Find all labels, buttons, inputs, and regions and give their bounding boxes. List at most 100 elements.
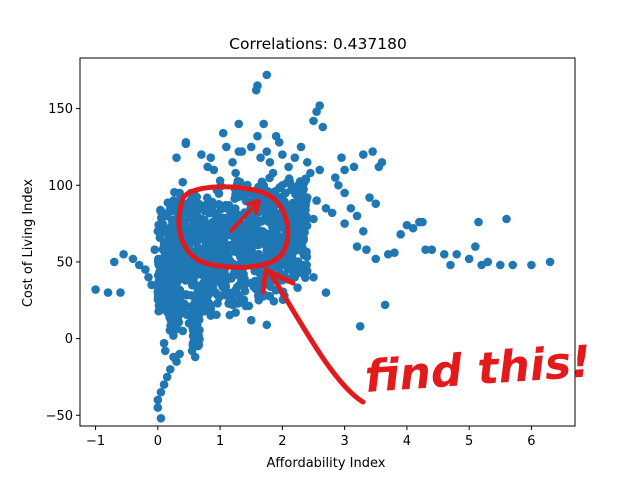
data-point <box>340 165 349 175</box>
data-point <box>228 157 237 167</box>
data-point <box>172 323 181 333</box>
data-point <box>337 153 346 162</box>
data-point <box>262 147 272 156</box>
data-point <box>278 180 287 190</box>
data-point <box>268 219 278 228</box>
data-point <box>153 288 163 297</box>
data-point <box>141 265 150 274</box>
data-point <box>240 286 250 296</box>
data-point <box>234 271 244 281</box>
data-point <box>215 176 225 185</box>
x-tick-label: 3 <box>340 434 348 449</box>
data-point <box>206 153 216 162</box>
data-point <box>205 241 214 251</box>
x-tick-label: 4 <box>403 434 411 449</box>
x-tick-label: −1 <box>86 434 105 449</box>
data-point <box>197 150 206 159</box>
data-point <box>165 311 175 320</box>
data-point <box>362 245 371 254</box>
data-point <box>380 300 390 310</box>
data-point <box>209 165 219 175</box>
data-point <box>269 296 279 306</box>
data-point <box>197 249 206 259</box>
data-point <box>153 403 163 412</box>
data-point <box>134 260 144 270</box>
data-point <box>156 219 166 228</box>
arrow-to-center <box>229 199 261 233</box>
data-point <box>239 295 249 305</box>
data-point <box>294 228 303 238</box>
data-point <box>212 221 221 231</box>
data-point <box>190 318 200 328</box>
data-point <box>228 288 237 297</box>
data-point <box>334 180 343 190</box>
data-point <box>246 142 256 152</box>
data-point <box>396 230 405 239</box>
data-point <box>119 249 128 259</box>
data-point <box>156 414 166 423</box>
data-point <box>181 289 191 299</box>
data-point <box>128 254 138 264</box>
data-point <box>483 257 493 267</box>
data-point <box>165 364 175 374</box>
data-point <box>216 229 225 238</box>
data-point <box>247 224 257 234</box>
data-point <box>321 288 331 297</box>
data-point <box>352 242 362 251</box>
y-tick-label: 100 <box>48 179 73 194</box>
data-point <box>297 221 306 231</box>
arrow-from-text <box>260 267 366 405</box>
data-point <box>161 346 170 356</box>
data-point <box>408 223 418 233</box>
data-point <box>439 249 449 259</box>
data-point <box>235 177 245 187</box>
data-point <box>147 280 156 290</box>
data-point <box>296 265 306 274</box>
data-point <box>221 278 230 288</box>
data-point <box>165 265 175 274</box>
data-point <box>219 249 229 258</box>
data-point <box>295 201 305 210</box>
data-point <box>418 217 427 227</box>
data-point <box>156 205 165 215</box>
ticks: −1 0 1 2 3 4 5 6 −50 0 50 100 150 <box>46 102 536 449</box>
data-point <box>527 260 536 270</box>
data-point <box>309 116 318 126</box>
chart-title: Correlations: 0.437180 <box>229 35 407 53</box>
data-point <box>197 303 206 313</box>
data-point <box>471 242 480 251</box>
y-tick-label: 150 <box>48 102 73 117</box>
data-point <box>162 211 172 221</box>
data-point <box>340 188 349 198</box>
data-point <box>262 320 272 330</box>
data-point <box>206 311 216 320</box>
data-point <box>186 277 196 287</box>
data-point <box>251 85 261 95</box>
data-point <box>240 193 250 202</box>
data-point <box>153 395 163 405</box>
data-point <box>340 219 349 228</box>
y-axis-label: Cost of Living Index <box>21 179 36 308</box>
data-point <box>205 248 215 258</box>
data-point <box>202 273 212 283</box>
data-point <box>150 245 160 254</box>
data-point <box>174 272 183 282</box>
data-point <box>290 153 300 162</box>
data-point <box>452 249 461 259</box>
data-point <box>175 188 184 198</box>
data-point <box>178 254 188 264</box>
data-point <box>162 372 172 382</box>
data-point <box>446 260 455 270</box>
data-point <box>168 225 177 234</box>
data-point <box>377 157 387 167</box>
axes-frame <box>79 57 576 427</box>
data-point <box>253 283 262 293</box>
y-tick-label: 50 <box>56 255 73 270</box>
data-point <box>182 199 192 209</box>
data-point <box>228 300 237 310</box>
data-point <box>190 326 200 336</box>
data-point <box>199 236 209 245</box>
data-point <box>321 203 331 213</box>
data-point <box>159 338 169 348</box>
